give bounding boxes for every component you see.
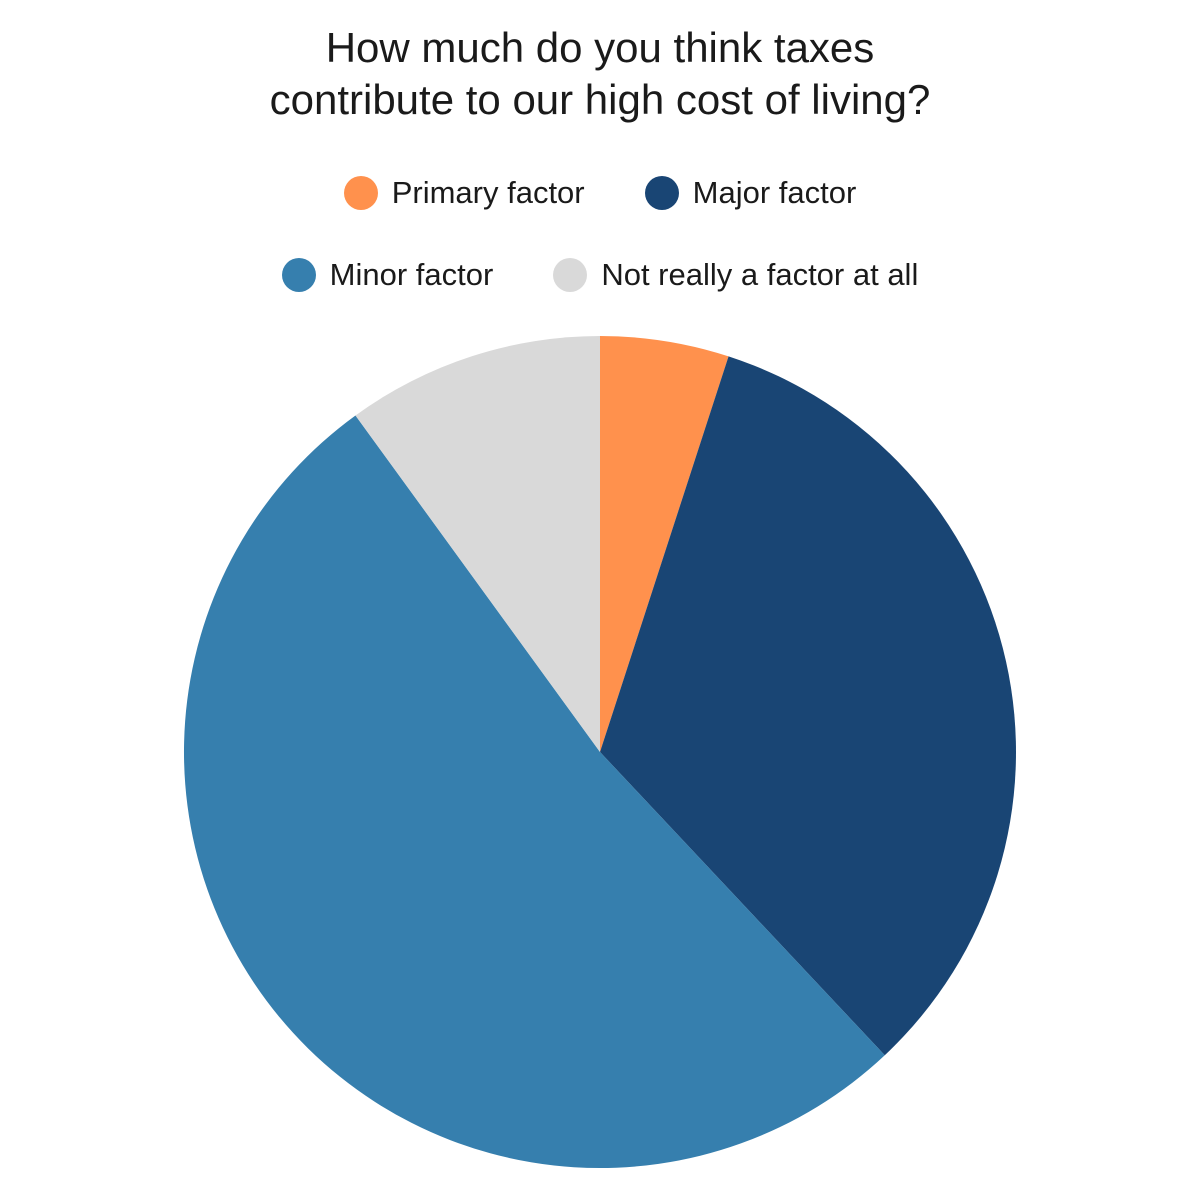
chart-title-line-1: How much do you think taxes (325, 24, 875, 71)
legend-item-not-really-a-factor: Not really a factor at all (553, 256, 918, 294)
chart-title-line-2: contribute to our high cost of living? (269, 76, 931, 123)
legend-item-major-factor: Major factor (644, 174, 857, 212)
legend-label-primary-factor: Primary factor (391, 175, 585, 210)
legend-label-not-really-a-factor: Not really a factor at all (601, 257, 919, 292)
legend-swatch-not-really-a-factor (553, 258, 588, 292)
legend-swatch-minor-factor (281, 258, 316, 292)
pie-slice-major-factor (600, 356, 1016, 1056)
legend-label-minor-factor: Minor factor (329, 257, 494, 292)
pie-slice-not-really-a-factor-at-all (355, 336, 600, 752)
legend-swatch-primary-factor (343, 176, 378, 210)
legend-label-major-factor: Major factor (692, 175, 857, 210)
legend-swatch-major-factor (644, 176, 679, 210)
legend-row-1: Primary factor Major factor (0, 174, 1200, 212)
legend-row-2: Minor factor Not really a factor at all (0, 256, 1200, 294)
legend-item-minor-factor: Minor factor (281, 256, 494, 294)
pie-slice-primary-factor (600, 336, 729, 752)
legend-item-primary-factor: Primary factor (343, 174, 585, 212)
pie-slice-minor-factor (183, 415, 885, 1169)
chart-title: How much do you think taxes contribute t… (0, 22, 1200, 126)
